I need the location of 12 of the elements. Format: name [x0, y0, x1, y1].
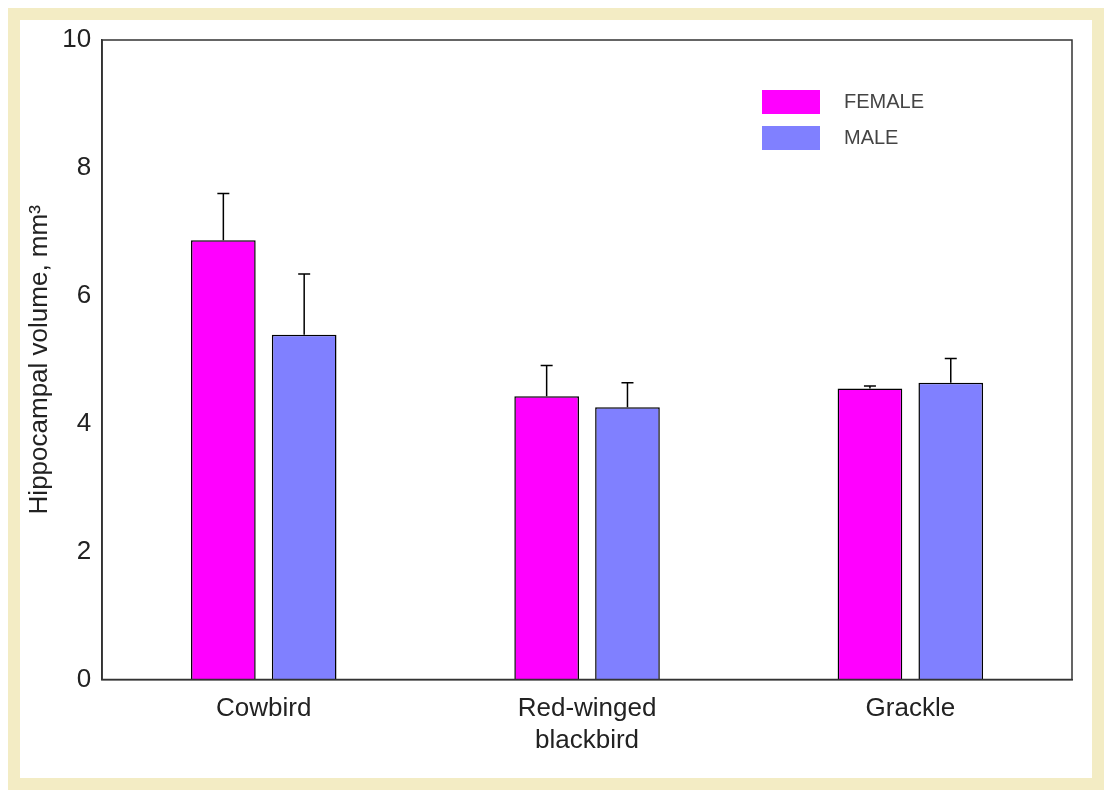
y-tick-label: 4	[76, 406, 92, 437]
x-tick-label: Cowbird	[216, 692, 312, 723]
y-tick-label: 2	[76, 534, 92, 565]
legend-label: FEMALE	[844, 89, 925, 112]
x-tick-label: Red-winged blackbird	[517, 692, 657, 754]
y-tick-label: 10	[62, 23, 92, 54]
x-tick-label: Grackle	[865, 692, 956, 723]
y-tick-label: 0	[76, 662, 92, 693]
y-axis-title: Hippocampal volume, mm³	[22, 204, 53, 515]
legend-label: MALE	[844, 125, 899, 148]
y-tick-label: 8	[76, 151, 92, 182]
y-tick-label: 6	[76, 279, 92, 310]
